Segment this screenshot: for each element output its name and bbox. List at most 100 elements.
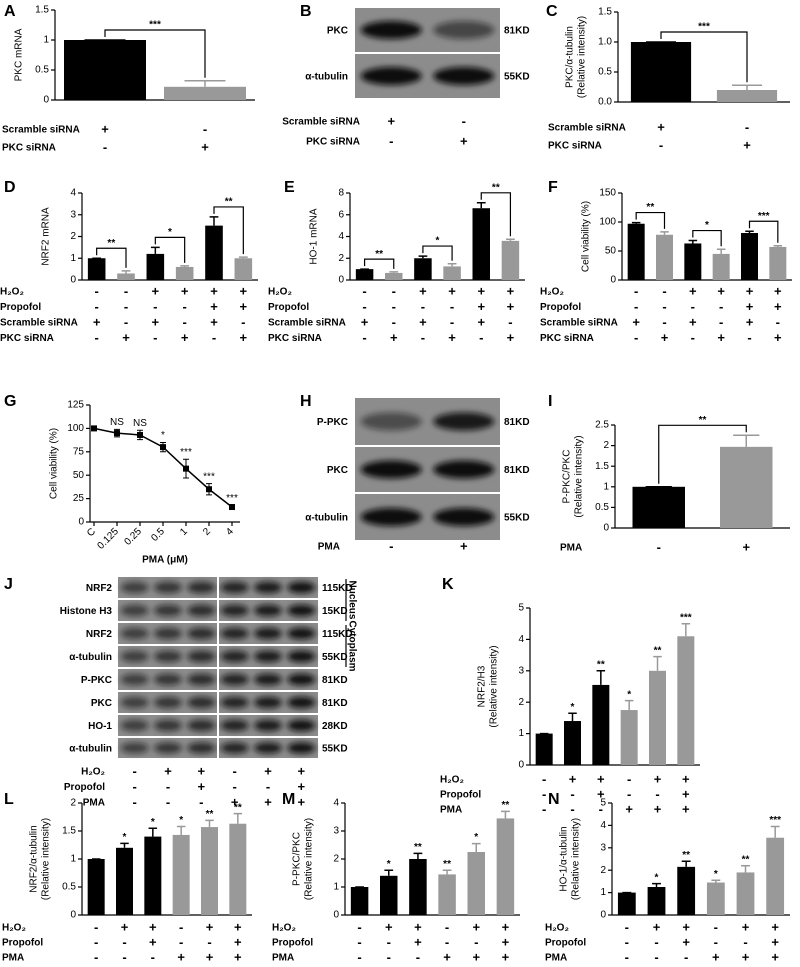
condition-sign: +	[240, 330, 248, 345]
y-tick-label: 3	[70, 209, 76, 220]
point	[183, 465, 189, 472]
condition-sign: +	[717, 330, 725, 345]
y-axis-label: (Relative intensity)	[489, 645, 500, 727]
condition-sign: -	[542, 786, 546, 801]
bar	[649, 670, 666, 765]
condition-name: Scramble siRNA	[540, 318, 618, 329]
condition-name: PKC siRNA	[540, 333, 594, 344]
condition-sign: -	[625, 949, 629, 964]
y-axis-label: NRF2 mRNA	[41, 207, 52, 266]
significance-label: *	[161, 430, 165, 441]
error-bar	[506, 238, 515, 241]
y-tick-label: 2	[600, 865, 606, 876]
significance-label: ***	[203, 471, 215, 482]
significance-bracket	[363, 258, 395, 269]
condition-sign: +	[149, 934, 157, 949]
bar	[116, 847, 133, 915]
y-axis-label: Cell viability (%)	[581, 201, 592, 272]
condition-name: Scramble siRNA	[0, 318, 78, 329]
bar	[592, 684, 610, 765]
bar	[87, 258, 106, 280]
y-axis-label: (Relative intensity)	[577, 16, 588, 98]
y-tick-label: 2	[518, 697, 524, 708]
condition-name: PMA	[318, 542, 340, 553]
blot-band	[360, 21, 422, 39]
y-tick-label: 0.0	[598, 97, 612, 108]
condition-sign: +	[507, 330, 515, 345]
error-bar	[773, 245, 783, 247]
significance-label: **	[742, 854, 750, 865]
y-tick-label: 25	[73, 493, 85, 504]
blot-band	[287, 696, 316, 709]
condition-sign: -	[691, 299, 695, 314]
condition-sign: -	[479, 330, 483, 345]
condition-name: PMA	[83, 798, 105, 809]
significance-label: **	[682, 850, 690, 861]
condition-sign: -	[745, 119, 749, 134]
condition-sign: -	[387, 949, 391, 964]
blot-row-label: P-PKC	[81, 675, 112, 686]
blot-band	[187, 627, 216, 640]
condition-sign: +	[477, 314, 485, 329]
condition-name: Propofol	[545, 938, 586, 949]
blot-band	[360, 508, 422, 526]
condition-sign: -	[416, 949, 420, 964]
blot-row-label: NRF2	[86, 583, 113, 594]
condition-name: H₂O₂	[440, 775, 464, 786]
condition-sign: -	[392, 283, 396, 298]
condition-sign: +	[164, 763, 172, 778]
error-bar	[418, 255, 428, 259]
condition-sign: -	[362, 283, 366, 298]
y-axis-label: (Relative intensity)	[41, 818, 52, 900]
condition-sign: -	[662, 299, 666, 314]
condition-sign: -	[655, 786, 659, 801]
blot-band	[220, 604, 249, 617]
condition-sign: -	[654, 934, 658, 949]
condition-name: PMA	[440, 805, 462, 816]
significance-label: *	[705, 220, 709, 231]
condition-sign: -	[657, 539, 661, 554]
condition-sign: +	[661, 330, 669, 345]
blot-band	[287, 719, 316, 732]
condition-sign: -	[232, 763, 236, 778]
condition-sign: +	[448, 283, 456, 298]
blot-band	[360, 460, 422, 479]
panel-label: M	[282, 791, 295, 808]
bar	[535, 733, 553, 765]
condition-sign: +	[206, 919, 214, 934]
condition-sign: -	[153, 299, 157, 314]
panel-label: H	[300, 393, 312, 410]
condition-sign: +	[689, 314, 697, 329]
panel-label: G	[4, 393, 16, 410]
error-bar	[176, 825, 186, 835]
condition-sign: -	[103, 139, 107, 154]
panel-label: C	[546, 3, 558, 20]
y-tick-label: 1	[518, 728, 524, 739]
condition-sign: +	[181, 330, 189, 345]
y-tick-label: 3	[518, 665, 524, 676]
condition-sign: -	[203, 121, 207, 136]
y-tick-label: 3	[600, 842, 606, 853]
condition-sign: +	[682, 786, 690, 801]
condition-sign: +	[198, 763, 206, 778]
significance-bracket	[635, 211, 666, 229]
condition-sign: +	[234, 919, 242, 934]
condition-name: Propofol	[2, 938, 43, 949]
blot-size-label: 81KD	[322, 675, 348, 686]
condition-sign: -	[179, 934, 183, 949]
condition-name: H₂O₂	[540, 287, 564, 298]
condition-name: H₂O₂	[0, 287, 24, 298]
error-bar	[233, 812, 243, 824]
condition-sign: -	[743, 934, 747, 949]
condition-sign: +	[264, 763, 272, 778]
condition-sign: +	[477, 299, 485, 314]
bar	[769, 246, 787, 280]
condition-sign: +	[771, 934, 779, 949]
blot-band	[433, 460, 495, 479]
condition-sign: +	[101, 121, 109, 136]
condition-sign: -	[570, 786, 574, 801]
bar	[684, 243, 702, 280]
y-tick-label: 100	[599, 217, 616, 228]
y-tick-label: 100	[67, 423, 84, 434]
blot-band	[154, 650, 182, 663]
